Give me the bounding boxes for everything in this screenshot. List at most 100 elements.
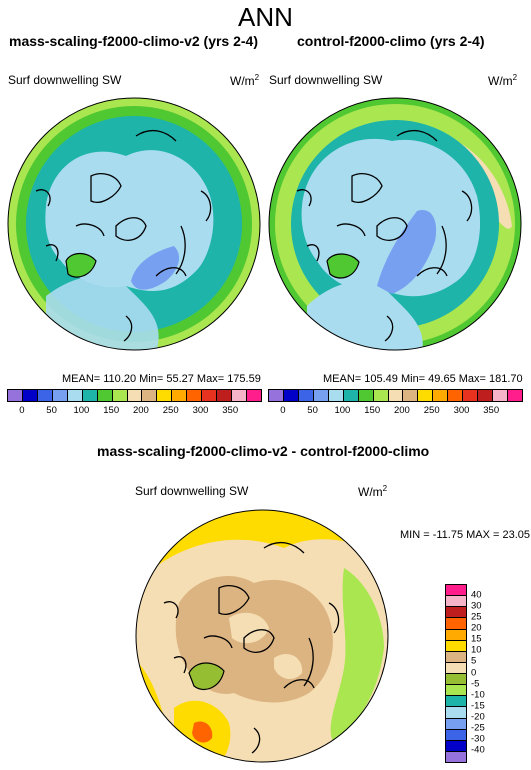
colorbar-swatch (446, 718, 466, 730)
diff-colorbar-labels: 40 30 25 20 15 10 5 0 -5 -10 -15 -20 -25… (471, 584, 511, 761)
right-stats: MEAN= 105.49 Min= 49.65 Max= 181.70 (323, 373, 523, 385)
left-variable-label: Surf downwelling SW (8, 73, 122, 87)
main-title: ANN (238, 2, 293, 32)
colorbar-swatch (269, 390, 284, 401)
diff-variable-label: Surf downwelling SW (135, 484, 249, 498)
colorbar-swatch (446, 740, 466, 752)
colorbar-swatch (446, 707, 466, 719)
colorbar-swatch (493, 390, 508, 401)
right-panel-title: control-f2000-climo (yrs 2-4) (297, 33, 485, 49)
colorbar-tick-label: 100 (73, 405, 90, 416)
colorbar-swatch (97, 390, 113, 401)
colorbar-swatch (508, 390, 522, 401)
colorbar-tick-label: -40 (471, 744, 485, 756)
colorbar-swatch (298, 390, 314, 401)
colorbar-swatch (328, 390, 344, 401)
colorbar-swatch (446, 607, 466, 619)
colorbar-tick-label: 30 (471, 600, 482, 612)
colorbar-swatch (446, 651, 466, 663)
right-colorbar-labels: 0 50 100 150 200 250 300 350 (268, 405, 521, 417)
colorbar-swatch (112, 390, 128, 401)
left-polar-map (7, 97, 261, 351)
colorbar-swatch (52, 390, 68, 401)
right-colorbar (268, 389, 523, 402)
colorbar-swatch (313, 390, 329, 401)
colorbar-tick-label: -10 (471, 689, 485, 701)
colorbar-swatch (82, 390, 98, 401)
colorbar-swatch (433, 390, 449, 401)
colorbar-tick-label: -5 (471, 678, 480, 690)
colorbar-swatch (22, 390, 38, 401)
left-units-label: W/m2 (230, 73, 260, 88)
colorbar-tick-label: -25 (471, 722, 485, 734)
left-colorbar-labels: 0 50 100 150 200 250 300 350 (7, 405, 260, 417)
diff-colorbar (445, 584, 467, 763)
colorbar-tick-label: 350 (222, 405, 239, 416)
colorbar-swatch (463, 390, 479, 401)
colorbar-tick-label: 100 (334, 405, 351, 416)
colorbar-swatch (446, 585, 466, 597)
colorbar-swatch (446, 596, 466, 608)
colorbar-tick-label: 150 (364, 405, 381, 416)
colorbar-swatch (232, 390, 247, 401)
colorbar-swatch (446, 662, 466, 674)
right-units-label: W/m2 (488, 73, 518, 88)
colorbar-swatch (187, 390, 203, 401)
colorbar-tick-label: 15 (471, 633, 482, 645)
colorbar-swatch (202, 390, 218, 401)
colorbar-swatch (446, 729, 466, 741)
colorbar-tick-label: 0 (19, 405, 25, 416)
colorbar-swatch (358, 390, 374, 401)
colorbar-swatch (388, 390, 404, 401)
colorbar-tick-label: 300 (192, 405, 209, 416)
colorbar-tick-label: 25 (471, 611, 482, 623)
colorbar-swatch (446, 674, 466, 686)
colorbar-swatch (142, 390, 158, 401)
left-panel-title: mass-scaling-f2000-climo-v2 (yrs 2-4) (9, 33, 258, 49)
colorbar-tick-label: 350 (483, 405, 500, 416)
colorbar-swatch (8, 390, 23, 401)
colorbar-swatch (446, 640, 466, 652)
colorbar-swatch (343, 390, 359, 401)
diff-minmax: MIN = -11.75 MAX = 23.05 (400, 529, 531, 541)
right-polar-map (268, 97, 522, 351)
colorbar-swatch (446, 629, 466, 641)
colorbar-swatch (446, 685, 466, 697)
colorbar-swatch (247, 390, 261, 401)
colorbar-swatch (446, 751, 466, 762)
colorbar-swatch (283, 390, 299, 401)
colorbar-swatch (478, 390, 494, 401)
colorbar-swatch (448, 390, 464, 401)
colorbar-tick-label: 20 (471, 622, 482, 634)
colorbar-swatch (37, 390, 53, 401)
colorbar-swatch (418, 390, 434, 401)
colorbar-swatch (67, 390, 83, 401)
colorbar-swatch (446, 618, 466, 630)
left-colorbar (7, 389, 262, 402)
colorbar-swatch (373, 390, 389, 401)
colorbar-tick-label: 50 (46, 405, 57, 416)
colorbar-tick-label: 250 (423, 405, 440, 416)
colorbar-tick-label: 200 (393, 405, 410, 416)
colorbar-swatch (446, 696, 466, 708)
colorbar-tick-label: 50 (307, 405, 318, 416)
colorbar-tick-label: 0 (280, 405, 286, 416)
colorbar-tick-label: 250 (162, 405, 179, 416)
colorbar-swatch (217, 390, 233, 401)
colorbar-swatch (172, 390, 188, 401)
left-stats: MEAN= 110.20 Min= 55.27 Max= 175.59 (62, 373, 261, 385)
colorbar-tick-label: 200 (132, 405, 149, 416)
colorbar-tick-label: 40 (471, 589, 482, 601)
right-variable-label: Surf downwelling SW (269, 73, 383, 87)
colorbar-tick-label: -20 (471, 711, 485, 723)
colorbar-tick-label: -15 (471, 700, 485, 712)
diff-polar-map (135, 509, 389, 763)
colorbar-swatch (403, 390, 419, 401)
colorbar-tick-label: 0 (471, 667, 477, 678)
colorbar-tick-label: -30 (471, 733, 485, 745)
colorbar-tick-label: 10 (471, 644, 482, 656)
diff-panel-title: mass-scaling-f2000-climo-v2 - control-f2… (97, 443, 430, 459)
diff-units-label: W/m2 (358, 484, 388, 499)
colorbar-tick-label: 150 (103, 405, 120, 416)
colorbar-swatch (127, 390, 143, 401)
